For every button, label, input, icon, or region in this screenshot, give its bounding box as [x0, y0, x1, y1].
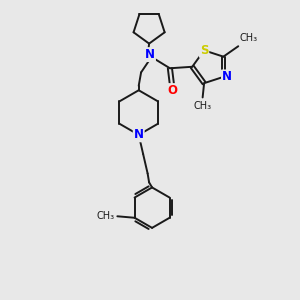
Text: O: O	[167, 84, 177, 97]
Text: N: N	[134, 128, 144, 141]
Text: N: N	[222, 70, 232, 83]
Text: N: N	[145, 48, 155, 61]
Text: CH₃: CH₃	[194, 101, 212, 111]
Text: CH₃: CH₃	[240, 33, 258, 43]
Text: S: S	[200, 44, 208, 57]
Text: CH₃: CH₃	[97, 211, 115, 221]
